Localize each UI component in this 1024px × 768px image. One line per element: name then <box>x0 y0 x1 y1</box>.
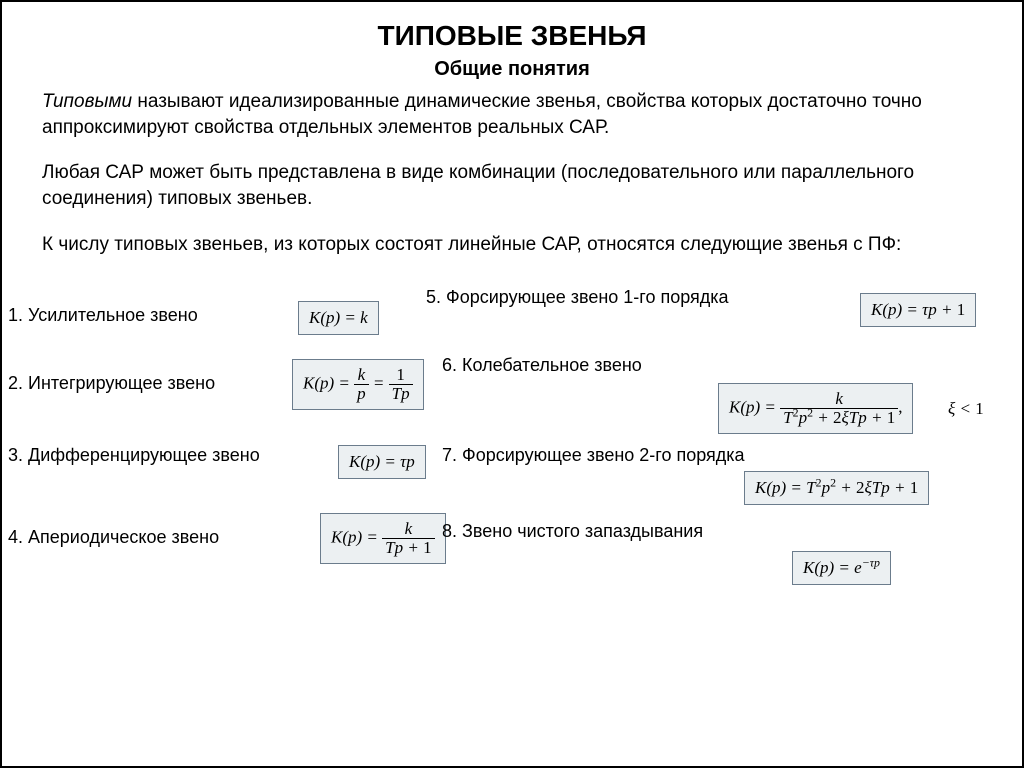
intro-p2: Любая САР может быть представлена в виде… <box>42 160 982 211</box>
formula-box-item2: K(p) = kp = 1Tp <box>292 359 424 410</box>
link-label-item5: 5. Форсирующее звено 1-го порядка <box>426 287 729 308</box>
formula-box-item4: K(p) = kTp + 1 <box>320 513 446 564</box>
intro-p1-rest: называют идеализированные динамические з… <box>42 91 922 138</box>
formula-box-item3: K(p) = τp <box>338 445 426 479</box>
intro-p1: Типовыми называют идеализированные динам… <box>42 89 982 140</box>
page-subtitle: Общие понятия <box>2 52 1022 89</box>
link-label-item6: 6. Колебательное звено <box>442 355 642 376</box>
links-area: 1. Усилительное звено K(p) = k 2. Интегрир… <box>2 277 1022 657</box>
intro-p3: К числу типовых звеньев, из которых сост… <box>42 232 982 258</box>
link-label-item8: 8. Звено чистого запаздывания <box>442 521 703 542</box>
link-label-item1: 1. Усилительное звено <box>8 305 198 326</box>
formula-box-item1: K(p) = k <box>298 301 379 335</box>
formula-box-item5: K(p) = τp + 1 <box>860 293 976 327</box>
intro-block: Типовыми называют идеализированные динам… <box>2 89 1022 257</box>
formula-box-item6: K(p) = kT2p2 + 2ξTp + 1, <box>718 383 913 434</box>
intro-p1-em: Типовыми <box>42 91 132 112</box>
formula-box-item8: K(p) = e−τp <box>792 551 891 585</box>
page-title: ТИПОВЫЕ ЗВЕНЬЯ <box>2 2 1022 52</box>
link-label-item2: 2. Интегрирующее звено <box>8 373 215 394</box>
link-label-item4: 4. Апериодическое звено <box>8 527 219 548</box>
link-label-item7: 7. Форсирующее звено 2-го порядка <box>442 445 745 466</box>
side-note-item6: ξ < 1 <box>948 399 984 419</box>
link-label-item3: 3. Дифференцирующее звено <box>8 445 260 466</box>
formula-box-item7: K(p) = T2p2 + 2ξTp + 1 <box>744 471 929 505</box>
